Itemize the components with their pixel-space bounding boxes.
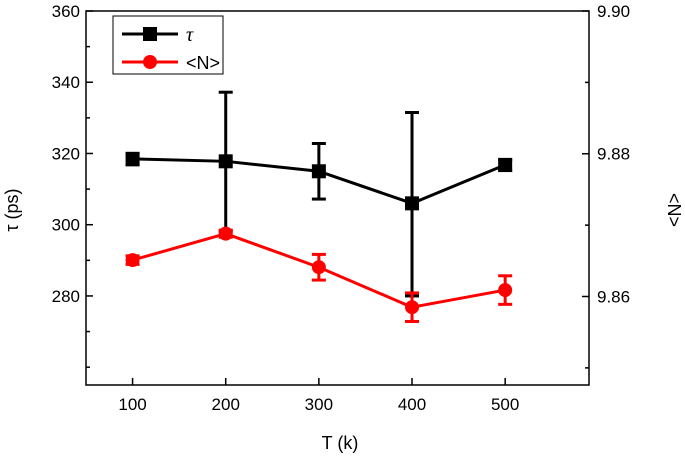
data-point-0-4 — [498, 157, 513, 172]
axes-layer: 100 200 300 400 500 280 300 320 340 360 9.86 9.88 9.… — [52, 2, 630, 414]
legend-marker-n — [143, 55, 157, 69]
legend-label-tau: τ — [186, 24, 194, 46]
y-tick-label-280: 280 — [52, 287, 80, 306]
data-point-0-0 — [125, 151, 140, 166]
y2-tick-label-1: 9.88 — [597, 145, 630, 164]
data-point-1-1 — [218, 226, 233, 241]
x-tick-label-300: 300 — [305, 395, 333, 414]
x-tick-label-200: 200 — [212, 395, 240, 414]
data-point-1-2 — [311, 260, 326, 275]
x-tick-label-100: 100 — [118, 395, 146, 414]
x-tick-label-500: 500 — [491, 395, 519, 414]
legend-label-n: <N> — [186, 53, 220, 73]
y-axis-label: τ (ps) — [2, 188, 22, 231]
y-tick-label-360: 360 — [52, 2, 80, 21]
x-tick-label-400: 400 — [398, 395, 426, 414]
data-point-0-1 — [218, 154, 233, 169]
y2-tick-label-2: 9.90 — [597, 2, 630, 21]
y2-tick-label-0: 9.86 — [597, 287, 630, 306]
data-point-0-3 — [405, 196, 420, 211]
y2-axis-label: <N> — [664, 193, 684, 227]
data-point-1-3 — [405, 300, 420, 315]
legend-box — [112, 15, 224, 75]
data-point-0-2 — [311, 164, 326, 179]
legend-marker-tau — [143, 27, 157, 41]
y-tick-label-300: 300 — [52, 216, 80, 235]
plot-frame — [85, 10, 590, 386]
y-tick-label-340: 340 — [52, 73, 80, 92]
series-1 — [125, 226, 513, 323]
legend: τ <N> — [112, 15, 224, 75]
data-point-1-4 — [498, 283, 513, 298]
series-0 — [125, 90, 513, 298]
x-axis-label: T (k) — [322, 433, 359, 453]
data-point-1-0 — [125, 253, 140, 268]
y-tick-label-320: 320 — [52, 144, 80, 163]
series-layer — [125, 90, 513, 323]
